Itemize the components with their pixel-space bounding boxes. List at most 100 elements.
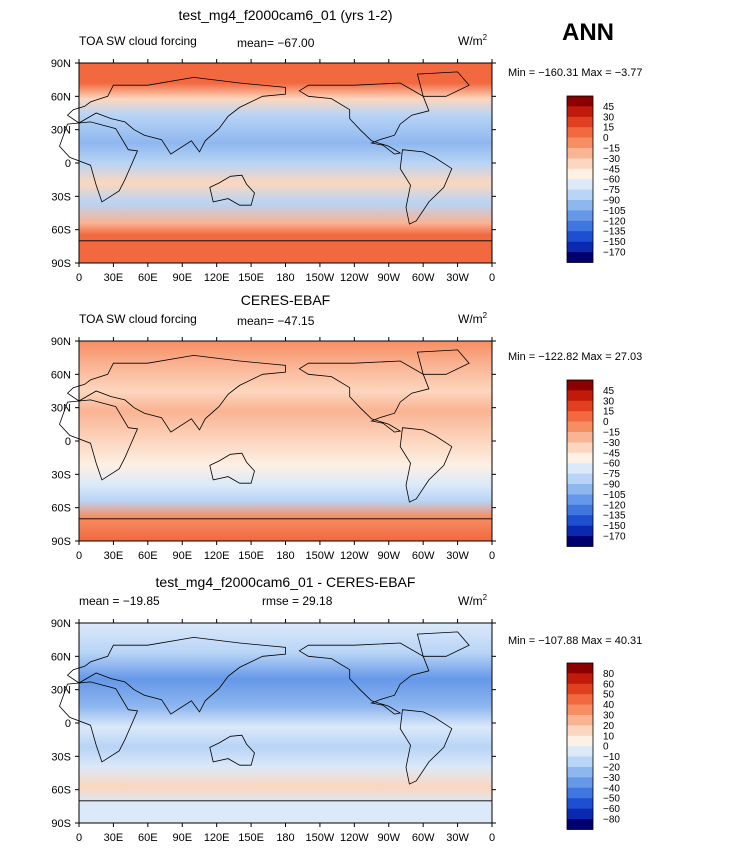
colorbar-swatch [567, 116, 593, 128]
colorbar-label: 60 [603, 679, 615, 690]
y-tick-label: 90S [51, 258, 71, 270]
x-tick-label: 180 [276, 272, 294, 284]
x-tick-label: 90E [172, 272, 192, 284]
panel-title: test_mg4_f2000cam6_01 (yrs 1-2) [179, 7, 393, 23]
y-tick-label: 90S [51, 536, 71, 548]
colorbar-swatch [567, 400, 593, 412]
colorbar-label: 15 [603, 407, 615, 418]
x-tick-label: 90W [377, 832, 400, 844]
panel-subtitle: TOA SW cloud forcing [79, 34, 197, 48]
colorbar-swatch [567, 525, 593, 537]
x-tick-label: 120W [340, 832, 369, 844]
y-tick-label: 60S [51, 503, 71, 515]
x-tick-label: 60E [138, 272, 158, 284]
colorbar-label: −30 [603, 438, 620, 449]
colorbar-label: 30 [603, 396, 615, 407]
y-tick-label: 30S [51, 751, 71, 763]
map-panel-2: CERES-EBAF TOA SW cloud forcing mean= −47.… [51, 292, 642, 562]
colorbar-label: −15 [603, 144, 620, 155]
colorbar-swatch [567, 432, 593, 443]
colorbar-swatch [567, 411, 593, 422]
x-tick-label: 150W [306, 550, 335, 562]
colorbar-swatch [567, 725, 593, 737]
coastline [66, 76, 286, 155]
colorbar-label: −60 [603, 804, 620, 815]
y-tick-label: 60S [51, 785, 71, 797]
colorbar-swatch [567, 179, 593, 190]
x-tick-label: 0 [489, 550, 495, 562]
map-panel-3: test_mg4_f2000cam6_01 - CERES-EBAF mean =… [51, 574, 642, 844]
x-tick-label: 60E [138, 550, 158, 562]
colorbar-swatch [567, 442, 593, 454]
colorbar-label: −90 [603, 480, 620, 491]
colorbar-label: 10 [603, 731, 615, 742]
y-tick-label: 60N [51, 91, 71, 103]
colorbar-label: −40 [603, 783, 620, 794]
colorbar: 4530150−15−30−45−60−75−90−105−120−135−15… [566, 95, 626, 263]
unit-label: W/m2 [458, 311, 488, 326]
colorbar-label: −75 [603, 185, 620, 196]
colorbar: 4530150−15−30−45−60−75−90−105−120−135−15… [566, 379, 626, 547]
colorbar-frame [566, 379, 594, 547]
colorbar-swatch [567, 390, 593, 402]
colorbar-label: −150 [603, 237, 626, 248]
colorbar-swatch [567, 704, 593, 716]
x-tick-label: 90W [377, 272, 400, 284]
colorbar-swatch [567, 137, 593, 149]
y-tick-label: 60S [51, 225, 71, 237]
colorbar-swatch [567, 777, 593, 789]
x-tick-label: 0 [489, 832, 495, 844]
coastline [209, 734, 255, 766]
panel-title: test_mg4_f2000cam6_01 - CERES-EBAF [156, 574, 416, 590]
x-tick-label: 150E [238, 272, 264, 284]
min-max-label: Min = −122.82 Max = 27.03 [508, 351, 642, 363]
y-tick-label: 30S [51, 191, 71, 203]
coastline [298, 642, 430, 715]
coastline [209, 452, 255, 484]
colorbar-swatch [567, 798, 593, 809]
colorbar-label: −135 [603, 227, 626, 238]
colorbar-swatch [567, 452, 593, 464]
colorbar-label: 0 [603, 742, 609, 753]
season-label: ANN [562, 19, 614, 46]
x-tick-label: 150E [238, 550, 264, 562]
colorbar-label: 15 [603, 123, 615, 134]
x-tick-label: 120W [340, 272, 369, 284]
colorbar-label: −135 [603, 511, 626, 522]
colorbar-label: −50 [603, 794, 620, 805]
colorbar-label: −90 [603, 196, 620, 207]
min-max-label: Min = −107.88 Max = 40.31 [508, 635, 642, 647]
colorbar-swatch [567, 787, 593, 799]
x-tick-label: 30W [446, 272, 469, 284]
colorbar-swatch [567, 735, 593, 747]
colorbar-label: −150 [603, 521, 626, 532]
colorbar-label: −20 [603, 763, 620, 774]
colorbar-swatch [567, 808, 593, 820]
colorbar-swatch [567, 473, 593, 485]
coastline [59, 399, 139, 481]
y-tick-label: 30S [51, 469, 71, 481]
coastline [399, 427, 453, 503]
colorbar-frame [566, 95, 594, 263]
colorbar-swatch [567, 673, 593, 685]
colorbar-swatch [567, 380, 593, 391]
colorbar-swatch [567, 252, 593, 263]
colorbar-label: −45 [603, 164, 620, 175]
coastline [416, 349, 470, 375]
y-tick-label: 30N [51, 685, 71, 697]
colorbar-swatch [567, 158, 593, 170]
colorbar-label: 50 [603, 690, 615, 701]
x-tick-label: 0 [76, 832, 82, 844]
x-tick-label: 120E [204, 272, 230, 284]
x-tick-label: 60W [412, 550, 435, 562]
y-tick-label: 30N [51, 125, 71, 137]
y-tick-label: 0 [65, 436, 71, 448]
colorbar-label: 20 [603, 721, 615, 732]
colorbar-swatch [567, 494, 593, 506]
y-tick-label: 30N [51, 403, 71, 415]
colorbar-label: −10 [603, 752, 620, 763]
colorbar-label: 30 [603, 711, 615, 722]
x-tick-label: 0 [76, 272, 82, 284]
